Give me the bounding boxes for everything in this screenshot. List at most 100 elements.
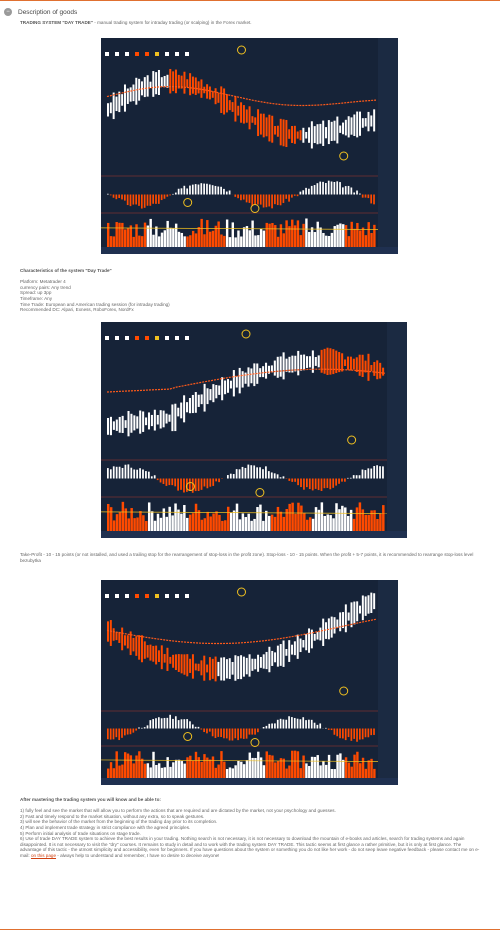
oscillator-bar bbox=[194, 184, 197, 195]
section-header[interactable]: − Description of goods bbox=[4, 5, 77, 19]
oscillator-bar bbox=[223, 728, 225, 739]
oscillator-bar bbox=[279, 718, 282, 729]
candle bbox=[303, 354, 306, 371]
volume-bar bbox=[296, 751, 300, 780]
candle bbox=[262, 113, 265, 138]
contact-link[interactable]: on this page bbox=[30, 852, 57, 858]
volume-bar bbox=[237, 760, 240, 780]
volume-bar bbox=[250, 520, 253, 533]
candle bbox=[180, 654, 183, 674]
volume-bar bbox=[215, 511, 218, 533]
candle bbox=[220, 657, 223, 681]
candle bbox=[288, 356, 291, 373]
volume-bar bbox=[327, 235, 331, 249]
candle bbox=[325, 127, 328, 139]
candle bbox=[267, 365, 270, 374]
candle bbox=[333, 617, 336, 634]
volume-bar bbox=[143, 222, 147, 249]
timeframe-box bbox=[125, 336, 129, 340]
candle bbox=[211, 658, 214, 679]
oscillator-bar bbox=[317, 478, 320, 491]
volume-bar bbox=[336, 754, 339, 780]
oscillator-bar bbox=[370, 468, 373, 479]
volume-bar bbox=[171, 515, 174, 533]
oscillator-bar bbox=[257, 728, 259, 733]
oscillator-bar bbox=[107, 728, 109, 740]
candle bbox=[373, 361, 376, 376]
candle bbox=[203, 86, 206, 94]
oscillator-bar bbox=[294, 478, 297, 482]
candle bbox=[234, 655, 237, 681]
volume-bar bbox=[268, 223, 271, 249]
candle bbox=[150, 414, 153, 427]
candle bbox=[211, 91, 214, 98]
candle bbox=[257, 654, 260, 672]
candle bbox=[163, 75, 166, 88]
takeprofit-paragraph: Take-Profit - 10 - 15 points (or not ins… bbox=[20, 552, 474, 563]
oscillator-bar bbox=[297, 478, 299, 486]
candle bbox=[299, 130, 302, 141]
oscillator-bar bbox=[115, 194, 118, 200]
oscillator-bar bbox=[352, 475, 355, 479]
oscillator-bar bbox=[254, 728, 256, 735]
oscillator-bar bbox=[355, 475, 358, 479]
oscillator-bar bbox=[107, 468, 109, 479]
volume-bar bbox=[183, 236, 186, 249]
volume-bar bbox=[112, 768, 116, 780]
candle bbox=[241, 371, 244, 388]
oscillator-bar bbox=[333, 728, 336, 735]
candle bbox=[347, 116, 350, 138]
timeframe-box bbox=[115, 594, 119, 598]
volume-bar bbox=[361, 227, 365, 249]
oscillator-bar bbox=[217, 186, 220, 195]
candle bbox=[322, 120, 325, 146]
oscillator-bar bbox=[156, 478, 159, 481]
oscillator-bar bbox=[245, 728, 248, 739]
trading-chart-2 bbox=[101, 322, 407, 538]
candle bbox=[166, 74, 169, 88]
volume-bar bbox=[373, 224, 376, 249]
candle bbox=[208, 657, 211, 681]
signal-marker bbox=[250, 204, 260, 213]
timeframe-box bbox=[145, 594, 149, 598]
volume-bar bbox=[121, 222, 124, 249]
oscillator-bar bbox=[191, 478, 194, 493]
volume-bar bbox=[370, 510, 373, 533]
oscillator-bar bbox=[107, 193, 109, 195]
timeframe-box bbox=[155, 52, 159, 56]
candle bbox=[259, 656, 262, 668]
candle bbox=[166, 647, 169, 671]
volume-bar bbox=[118, 765, 121, 780]
oscillator-bar bbox=[115, 466, 118, 479]
candle bbox=[189, 658, 192, 673]
timeframe-box bbox=[105, 52, 109, 56]
candle bbox=[109, 620, 112, 646]
candle bbox=[330, 121, 333, 142]
oscillator-bar bbox=[273, 473, 276, 479]
candle bbox=[127, 410, 130, 437]
volume-bar bbox=[235, 503, 239, 533]
candle bbox=[302, 127, 305, 143]
oscillator-bar bbox=[206, 478, 209, 489]
oscillator-bar bbox=[265, 194, 268, 208]
volume-bar bbox=[212, 513, 215, 533]
candle bbox=[370, 115, 373, 127]
volume-bar bbox=[279, 511, 283, 533]
volume-bar bbox=[155, 764, 158, 780]
volume-bar bbox=[353, 754, 356, 780]
candle bbox=[322, 618, 325, 646]
volume-bar bbox=[344, 757, 348, 780]
volume-bar bbox=[379, 513, 382, 533]
collapse-icon[interactable]: − bbox=[4, 8, 12, 16]
oscillator-bar bbox=[268, 194, 271, 207]
candle bbox=[231, 661, 234, 675]
candle bbox=[186, 654, 189, 677]
candle bbox=[313, 126, 316, 144]
volume-bar bbox=[147, 502, 151, 533]
candle bbox=[145, 417, 148, 426]
candle bbox=[129, 631, 132, 656]
volume-bar bbox=[177, 759, 181, 780]
candle bbox=[382, 367, 385, 376]
candle bbox=[212, 384, 215, 403]
candle bbox=[335, 350, 338, 374]
